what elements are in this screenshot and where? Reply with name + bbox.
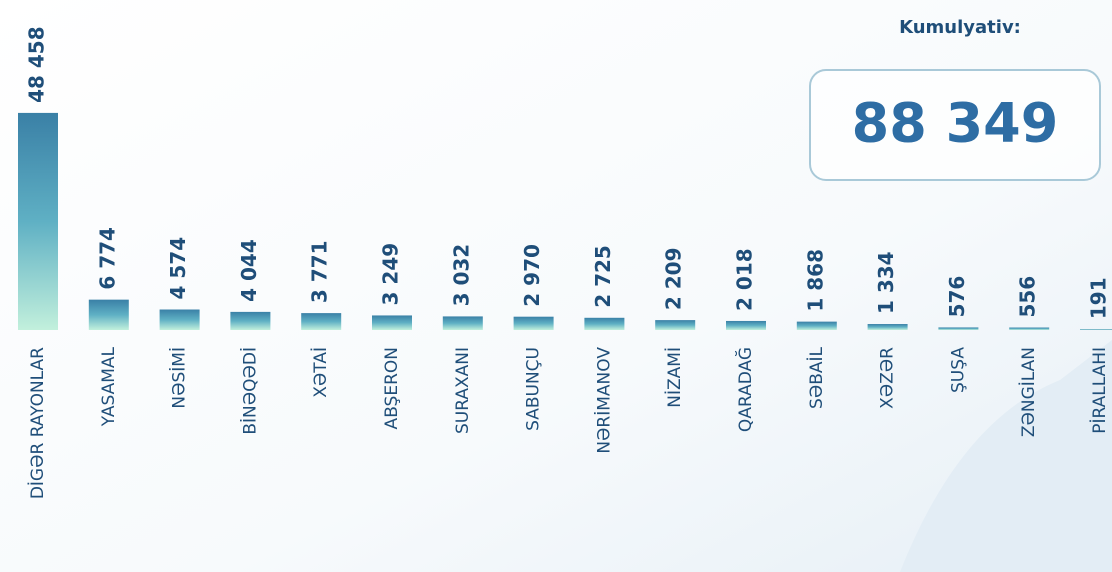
bar <box>655 320 696 330</box>
x-tick-label: ABŞERON <box>382 347 402 429</box>
bar <box>372 315 412 330</box>
value-label: 4 574 <box>166 237 190 300</box>
x-tick-label: ZƏNGİLAN <box>1018 347 1039 437</box>
value-label: 556 <box>1016 276 1040 318</box>
x-tick-label: SABUNÇU <box>524 347 544 431</box>
x-tick-label: NƏRİMANOV <box>593 347 614 454</box>
x-tick-label: NİZAMİ <box>664 347 685 408</box>
bar <box>1080 329 1112 330</box>
map-shape <box>900 340 1112 572</box>
bar <box>1009 327 1050 330</box>
x-tick-label: QARADAĞ <box>734 347 756 432</box>
value-label: 2 970 <box>520 244 544 307</box>
value-label: 4 044 <box>237 239 261 302</box>
value-label: 1 334 <box>874 251 898 314</box>
bar <box>584 317 625 330</box>
value-label: 48 458 <box>25 26 49 103</box>
x-tick-label: SURAXANI <box>453 347 473 434</box>
value-label: 3 771 <box>308 240 332 303</box>
x-tick-label: SƏBAİL <box>806 346 827 408</box>
value-label: 191 <box>1087 277 1111 319</box>
x-tick-label: XƏZƏR <box>878 347 898 409</box>
total-value: 88 349 <box>852 92 1059 155</box>
value-label: 6 774 <box>95 227 119 290</box>
bar <box>88 299 129 330</box>
bar <box>867 324 908 330</box>
value-label: 3 032 <box>449 244 473 307</box>
value-label: 2 209 <box>662 247 686 310</box>
value-label: 2 725 <box>591 245 615 308</box>
x-tick-label: BİNƏQƏDİ <box>239 347 260 435</box>
x-tick-label: NƏSİMİ <box>169 347 190 409</box>
total-caption: Kumulyativ: <box>899 17 1021 38</box>
value-label: 2 018 <box>733 248 757 311</box>
bar <box>159 309 200 330</box>
value-label: 576 <box>945 276 969 318</box>
x-tick-label: PİRALLAHI <box>1089 347 1110 434</box>
x-tick-label: XƏTAİ <box>310 347 331 398</box>
value-label: 1 868 <box>803 249 827 312</box>
bar <box>442 316 483 330</box>
x-tick-label: DİGƏR RAYONLAR <box>27 347 48 499</box>
bar <box>230 311 271 330</box>
bar <box>726 320 766 330</box>
x-tick-label: ŞUŞA <box>948 347 968 393</box>
total-box <box>809 69 1101 181</box>
bar <box>301 313 342 330</box>
x-tick-label: YASAMAL <box>99 346 119 427</box>
bar <box>513 316 554 330</box>
bar <box>18 112 58 330</box>
value-label: 3 249 <box>379 243 403 306</box>
bar <box>796 321 837 330</box>
bar <box>938 327 979 330</box>
